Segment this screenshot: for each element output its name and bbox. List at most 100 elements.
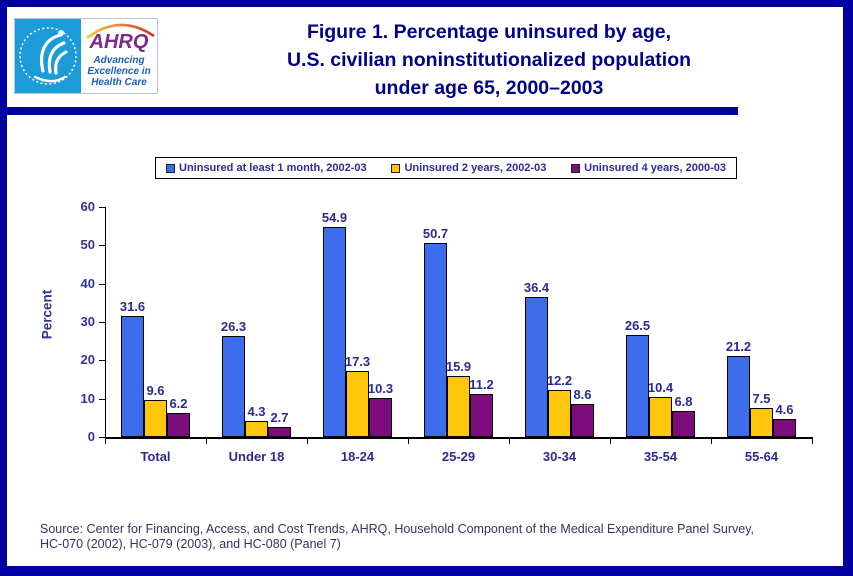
figure-title-line-1: Figure 1. Percentage uninsured by age, [306, 21, 672, 43]
x-category-label: Under 18 [228, 449, 285, 464]
y-tick [99, 398, 105, 400]
y-tick [99, 207, 105, 208]
source-line-2: HC-070 (2002), HC-079 (2003), and HC-080… [40, 537, 341, 551]
bar [727, 356, 750, 437]
legend-label: Uninsured at least 1 month, 2002-03 [179, 162, 367, 174]
hhs-seal-icon [15, 19, 81, 93]
y-tick-label: 50 [80, 237, 95, 253]
source-line-1: Source: Center for Financing, Access, an… [40, 522, 755, 536]
chart-legend: Uninsured at least 1 month, 2002-03 Unins… [155, 157, 737, 179]
bar [424, 243, 447, 437]
bar [167, 413, 190, 437]
y-tick-label: 10 [80, 390, 95, 406]
tagline-line: Health Care [91, 77, 147, 88]
bar-value-label: 4.6 [775, 402, 794, 417]
y-tick [99, 437, 105, 438]
hhs-ahrq-logo: AHRQ Advancing Excellence in Health Care [14, 18, 158, 94]
x-tick [307, 439, 308, 444]
bar [649, 397, 672, 437]
x-tick [812, 439, 813, 444]
bar-value-label: 8.6 [573, 387, 592, 402]
bar-value-label: 31.6 [119, 299, 146, 314]
figure-title-line-2: U.S. civilian noninstitutionalized popul… [286, 49, 692, 71]
bar-value-label: 15.9 [445, 359, 472, 374]
legend-label: Uninsured 4 years, 2000-03 [584, 162, 726, 174]
y-tick [99, 322, 105, 323]
x-axis-line [105, 437, 813, 439]
ahrq-logo-panel: AHRQ Advancing Excellence in Health Care [81, 19, 157, 93]
bar [672, 411, 695, 437]
bar-value-label: 54.9 [321, 210, 348, 225]
bar-value-label: 11.2 [469, 377, 494, 392]
x-tick [711, 439, 712, 444]
ahrq-rainbow-arc-icon [86, 23, 155, 39]
x-tick [610, 439, 611, 444]
figure-title-line-3: under age 65, 2000–2003 [374, 77, 604, 99]
bar-value-label: 9.6 [146, 383, 165, 398]
bar [470, 394, 493, 437]
source-note: Source: Center for Financing, Access, an… [40, 522, 823, 552]
header-divider [7, 107, 738, 115]
x-tick [206, 439, 207, 444]
bar-value-label: 50.7 [422, 226, 449, 241]
x-category-label: 35-54 [643, 449, 678, 464]
bar [525, 297, 548, 437]
x-category-label: 30-34 [542, 449, 577, 464]
bar [346, 371, 369, 437]
x-category-label: 25-29 [441, 449, 476, 464]
legend-entry: Uninsured 2 years, 2002-03 [391, 162, 546, 174]
x-category-label: 18-24 [340, 449, 375, 464]
bar-value-label: 6.8 [674, 394, 693, 409]
bar-value-label: 6.2 [169, 396, 188, 411]
bar [447, 376, 470, 437]
legend-swatch-icon [166, 163, 175, 173]
legend-entry: Uninsured at least 1 month, 2002-03 [166, 162, 367, 174]
bar [750, 408, 773, 437]
y-tick-label: 40 [80, 275, 95, 291]
legend-swatch-icon [571, 163, 581, 173]
bar-value-label: 36.4 [523, 280, 550, 295]
bar [773, 419, 796, 437]
ahrq-tagline: Advancing Excellence in Health Care [81, 55, 157, 88]
tagline-line: Advancing [93, 55, 145, 66]
y-tick [99, 283, 105, 285]
bar-value-label: 12.2 [546, 373, 573, 388]
bar-value-label: 7.5 [752, 391, 771, 406]
x-tick [408, 439, 409, 444]
bar [548, 390, 571, 437]
bar [144, 400, 167, 437]
bar-value-label: 2.7 [270, 410, 289, 425]
tagline-line: Excellence in [87, 66, 151, 77]
legend-label: Uninsured 2 years, 2002-03 [404, 162, 547, 174]
bar [245, 421, 268, 437]
bar [571, 404, 594, 437]
x-category-label: Total [140, 449, 171, 464]
bar-value-label: 10.4 [647, 380, 674, 395]
x-tick [105, 439, 106, 444]
y-tick-label: 20 [80, 352, 95, 368]
bar-value-label: 26.5 [624, 318, 651, 333]
y-tick-label: 30 [80, 314, 95, 329]
legend-swatch-icon [391, 163, 401, 173]
ahrq-logo-text: AHRQ [89, 31, 149, 53]
bar [222, 336, 245, 437]
chart-plot-area: 0 10 20 30 40 50 60 31.6 9.6 6.2 Total 26.3 4.3 2.7 Un… [7, 7, 843, 566]
bar-value-label: 10.3 [367, 381, 394, 396]
bar [369, 398, 392, 437]
bar [323, 227, 346, 437]
y-tick [99, 245, 105, 247]
y-axis-line [105, 207, 106, 439]
y-tick [99, 360, 105, 362]
bar-value-label: 21.2 [725, 339, 752, 354]
x-category-label: 55-64 [744, 449, 779, 464]
figure-title: Figure 1. Percentage uninsured by age, U… [172, 18, 806, 102]
x-tick [509, 439, 510, 444]
bar-value-label: 4.3 [247, 404, 266, 419]
bar [268, 427, 291, 437]
y-tick-label: 0 [87, 429, 95, 444]
y-tick-label: 60 [80, 199, 95, 214]
bar [626, 335, 649, 437]
bar-value-label: 26.3 [220, 319, 247, 334]
legend-entry: Uninsured 4 years, 2000-03 [571, 162, 726, 174]
